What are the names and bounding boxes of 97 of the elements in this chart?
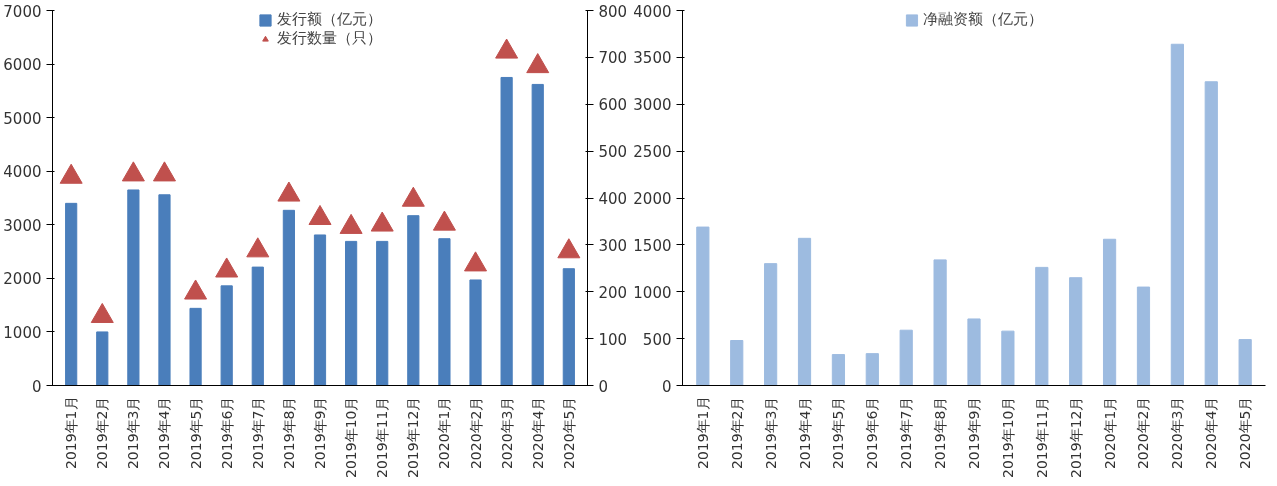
x-tick-label: 2019年9月 xyxy=(966,396,982,470)
y-tick-label: 3500 xyxy=(633,49,672,68)
bar xyxy=(531,83,544,386)
y2-tick-label: 800 xyxy=(598,2,628,21)
bar xyxy=(1170,43,1184,386)
x-tick-label: 2019年6月 xyxy=(864,396,881,470)
x-tick-label: 2020年2月 xyxy=(467,396,484,470)
bar xyxy=(1136,286,1151,386)
legend-label: 发行额（亿元） xyxy=(276,10,382,29)
y-tick-label: 500 xyxy=(642,330,672,349)
bar xyxy=(1238,339,1252,386)
bar xyxy=(96,331,109,386)
bar xyxy=(797,237,812,386)
x-tick-label: 2019年10月 xyxy=(999,396,1016,478)
y2-tick-label: 400 xyxy=(598,190,628,208)
bar xyxy=(251,266,264,386)
y2-tick-label: 600 xyxy=(598,96,628,115)
y-tick-label: 0 xyxy=(661,377,672,396)
x-tick-label: 2019年12月 xyxy=(1067,396,1084,478)
y-tick-label: 4000 xyxy=(633,2,672,21)
x-tick-label: 2019年7月 xyxy=(249,396,266,470)
bar xyxy=(220,285,233,386)
y-tick-label: 6000 xyxy=(3,56,42,75)
bar xyxy=(469,279,482,386)
y2-tick-label: 0 xyxy=(598,377,609,396)
y-tick-label: 5000 xyxy=(3,109,42,128)
x-tick-label: 2019年3月 xyxy=(125,396,142,470)
y-tick-label: 0 xyxy=(31,377,42,396)
y2-tick-label: 500 xyxy=(598,143,628,162)
bar xyxy=(967,318,981,386)
bar xyxy=(1001,330,1015,386)
x-tick-label: 2019年5月 xyxy=(830,396,847,470)
bar xyxy=(865,353,879,386)
bar xyxy=(933,259,947,386)
x-tick-label: 2019年1月 xyxy=(63,396,80,470)
bar xyxy=(1204,81,1218,386)
bar xyxy=(407,215,420,386)
bar xyxy=(730,340,744,386)
x-tick-label: 2019年4月 xyxy=(796,396,813,470)
bar xyxy=(831,354,846,386)
bar xyxy=(1035,266,1049,386)
bar xyxy=(1069,277,1083,386)
bar xyxy=(376,240,389,386)
x-tick-label: 2020年4月 xyxy=(529,396,546,470)
y-tick-label: 2000 xyxy=(633,190,672,208)
bar xyxy=(189,307,202,386)
x-tick-label: 2020年3月 xyxy=(1169,396,1186,470)
bar xyxy=(438,238,451,386)
y-tick-label: 4000 xyxy=(3,163,42,182)
legend-label: 发行数量（只） xyxy=(276,29,382,48)
bar xyxy=(1102,238,1117,386)
y-tick-label: 7000 xyxy=(3,2,42,21)
y-tick-label: 1000 xyxy=(633,283,672,302)
x-tick-label: 2019年12月 xyxy=(405,396,422,478)
x-tick-label: 2019年8月 xyxy=(280,396,297,470)
y2-tick-label: 200 xyxy=(598,283,628,302)
y-tick-label: 3000 xyxy=(633,96,672,115)
x-tick-label: 2019年2月 xyxy=(728,396,745,470)
x-tick-label: 2019年8月 xyxy=(932,396,949,470)
x-tick-label: 2019年6月 xyxy=(218,396,235,470)
x-tick-label: 2020年2月 xyxy=(1135,396,1152,470)
bar xyxy=(696,226,710,386)
y-tick-label: 1500 xyxy=(633,236,672,255)
bar xyxy=(562,268,575,386)
x-tick-label: 2019年3月 xyxy=(762,396,779,470)
x-tick-label: 2019年10月 xyxy=(343,396,360,478)
bar xyxy=(282,209,295,386)
bar xyxy=(158,194,171,386)
bar xyxy=(127,189,140,386)
x-tick-label: 2019年7月 xyxy=(898,396,915,470)
x-tick-label: 2019年2月 xyxy=(94,396,111,470)
x-tick-label: 2020年4月 xyxy=(1203,396,1220,470)
bar xyxy=(500,76,513,386)
x-tick-label: 2020年1月 xyxy=(1101,396,1118,470)
x-tick-label: 2019年5月 xyxy=(187,396,204,470)
bar xyxy=(313,234,327,386)
y-tick-label: 2500 xyxy=(633,143,672,162)
y2-tick-label: 700 xyxy=(598,49,628,68)
y2-tick-label: 300 xyxy=(598,236,628,255)
x-tick-label: 2020年5月 xyxy=(560,396,577,470)
y2-tick-label: 100 xyxy=(598,330,628,349)
x-tick-label: 2019年9月 xyxy=(312,396,328,470)
bar xyxy=(345,240,358,386)
x-tick-label: 2019年4月 xyxy=(156,396,173,470)
y-tick-label: 3000 xyxy=(3,216,42,235)
bar xyxy=(764,263,778,386)
x-tick-label: 2019年1月 xyxy=(694,396,711,470)
x-tick-label: 2019年11月 xyxy=(374,396,391,478)
legend-label: 净融资额（亿元） xyxy=(923,10,1043,29)
x-tick-label: 2019年11月 xyxy=(1033,396,1050,478)
x-tick-label: 2020年3月 xyxy=(498,396,515,470)
bar xyxy=(899,329,913,386)
x-tick-label: 2020年1月 xyxy=(436,396,453,470)
bar xyxy=(65,202,78,386)
y-tick-label: 2000 xyxy=(3,270,42,289)
x-tick-label: 2020年5月 xyxy=(1237,396,1254,470)
y-tick-label: 1000 xyxy=(3,323,42,342)
